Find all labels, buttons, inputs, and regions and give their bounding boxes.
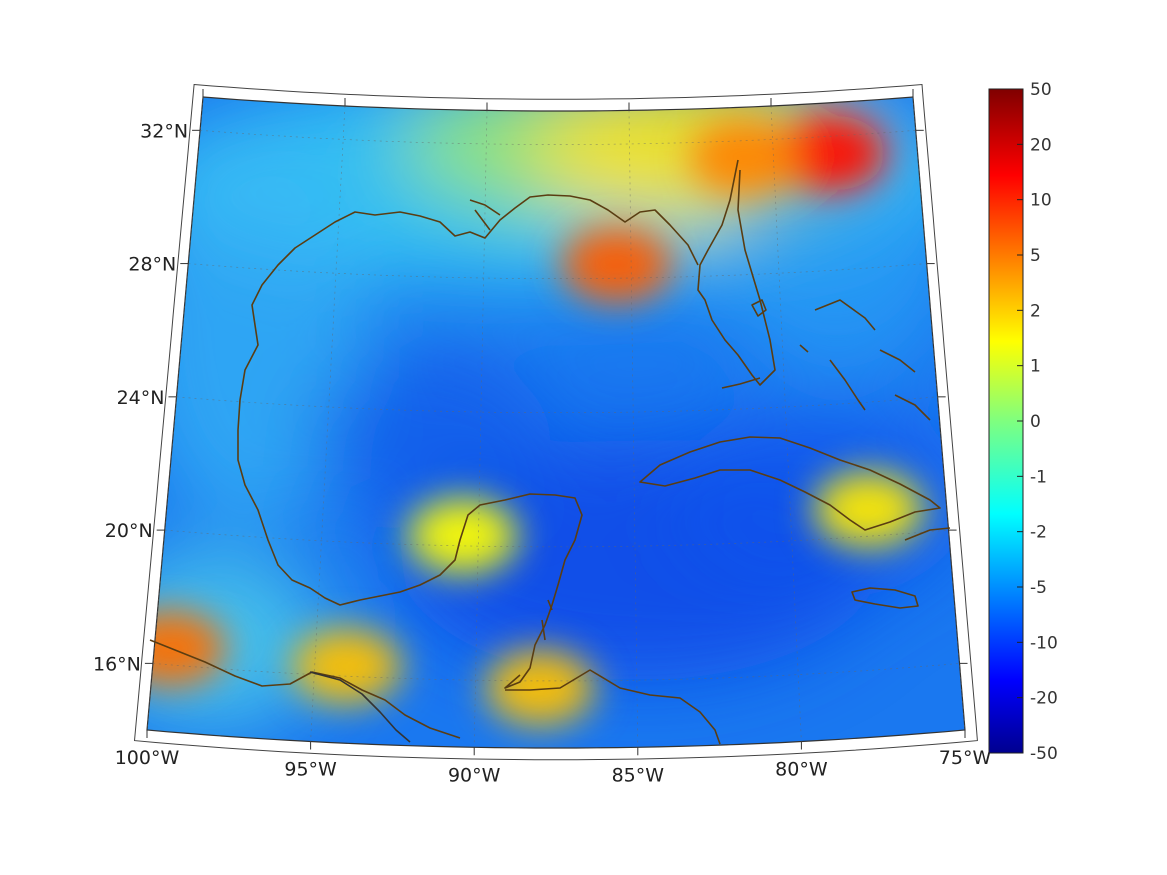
meridian-75 xyxy=(912,96,966,731)
colorbar-tick-label: -20 xyxy=(1030,689,1058,709)
lon-label-100: 100°W xyxy=(115,747,180,769)
lat-label-28: 28°N xyxy=(128,254,176,276)
northeast-atlantic-warm xyxy=(775,115,886,192)
meridian-80 xyxy=(770,105,802,742)
colorbar-tick-label: 0 xyxy=(1030,412,1041,432)
bahamas-coast xyxy=(799,299,931,421)
gulf-mainland-coast xyxy=(237,159,776,689)
florida-panhandle-warm xyxy=(561,226,672,303)
colorbar-tick-label: -10 xyxy=(1030,633,1058,653)
colorbar-tick-label: 10 xyxy=(1030,191,1052,211)
colorbar-tick-label: 5 xyxy=(1030,246,1041,266)
colorbar-tick-label: 1 xyxy=(1030,357,1041,377)
lat-label-20: 20°N xyxy=(105,520,153,542)
yucatan-west-warm xyxy=(407,497,518,574)
lat-label-32: 32°N xyxy=(140,120,188,142)
lon-label-90: 90°W xyxy=(448,764,501,786)
colorbar-tick-label: 2 xyxy=(1030,301,1041,321)
mississippi-delta xyxy=(469,199,501,231)
lake-okeechobee xyxy=(751,299,767,317)
coastlines xyxy=(149,159,951,745)
map-frame-ticks xyxy=(133,83,978,761)
belize-cays xyxy=(541,599,553,641)
meridian-100 xyxy=(146,96,204,731)
colorbar-tick-label: -50 xyxy=(1030,744,1058,764)
colorbar-tick-label: 20 xyxy=(1030,135,1052,155)
meridian-95 xyxy=(310,105,346,742)
cuba-coast xyxy=(639,436,941,531)
graticule xyxy=(146,96,966,748)
latitude-labels: 32°N 28°N 24°N 20°N 16°N xyxy=(93,120,968,675)
country-border xyxy=(309,671,411,743)
isthmus-warm xyxy=(291,628,402,705)
jamaica-coast xyxy=(851,587,919,609)
parallel-24 xyxy=(176,396,938,414)
lat-label-24: 24°N xyxy=(117,387,165,409)
lon-label-95: 95°W xyxy=(284,759,337,781)
meridian-90 xyxy=(473,110,488,748)
cuba-east-warm xyxy=(813,471,924,548)
colorbar-tick-label: 50 xyxy=(1030,80,1052,100)
lon-label-85: 85°W xyxy=(612,764,665,786)
honduras-coast-warm xyxy=(485,649,596,726)
colorbar-tick-label: -1 xyxy=(1030,467,1047,487)
parallel-16 xyxy=(152,663,960,682)
lon-label-80: 80°W xyxy=(775,759,828,781)
colorbar-tick-label: -5 xyxy=(1030,578,1047,598)
hispaniola-coast xyxy=(904,527,951,541)
colorbar-tick-label: -2 xyxy=(1030,523,1047,543)
lon-label-75: 75°W xyxy=(939,747,992,769)
meridian-85 xyxy=(628,110,639,748)
florida-keys xyxy=(721,377,761,389)
georgia-coast-warm xyxy=(689,119,800,196)
longitude-labels: 100°W 95°W 90°W 85°W 80°W 75°W xyxy=(115,89,992,786)
lat-label-16: 16°N xyxy=(93,653,141,675)
